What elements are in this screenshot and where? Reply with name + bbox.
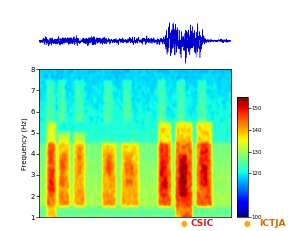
Y-axis label: Frequency (Hz): Frequency (Hz) [21, 117, 28, 170]
Text: ICTJA: ICTJA [259, 219, 286, 228]
Text: ●: ● [181, 219, 188, 228]
Text: CSIC: CSIC [190, 219, 213, 228]
Text: ●: ● [244, 219, 250, 228]
